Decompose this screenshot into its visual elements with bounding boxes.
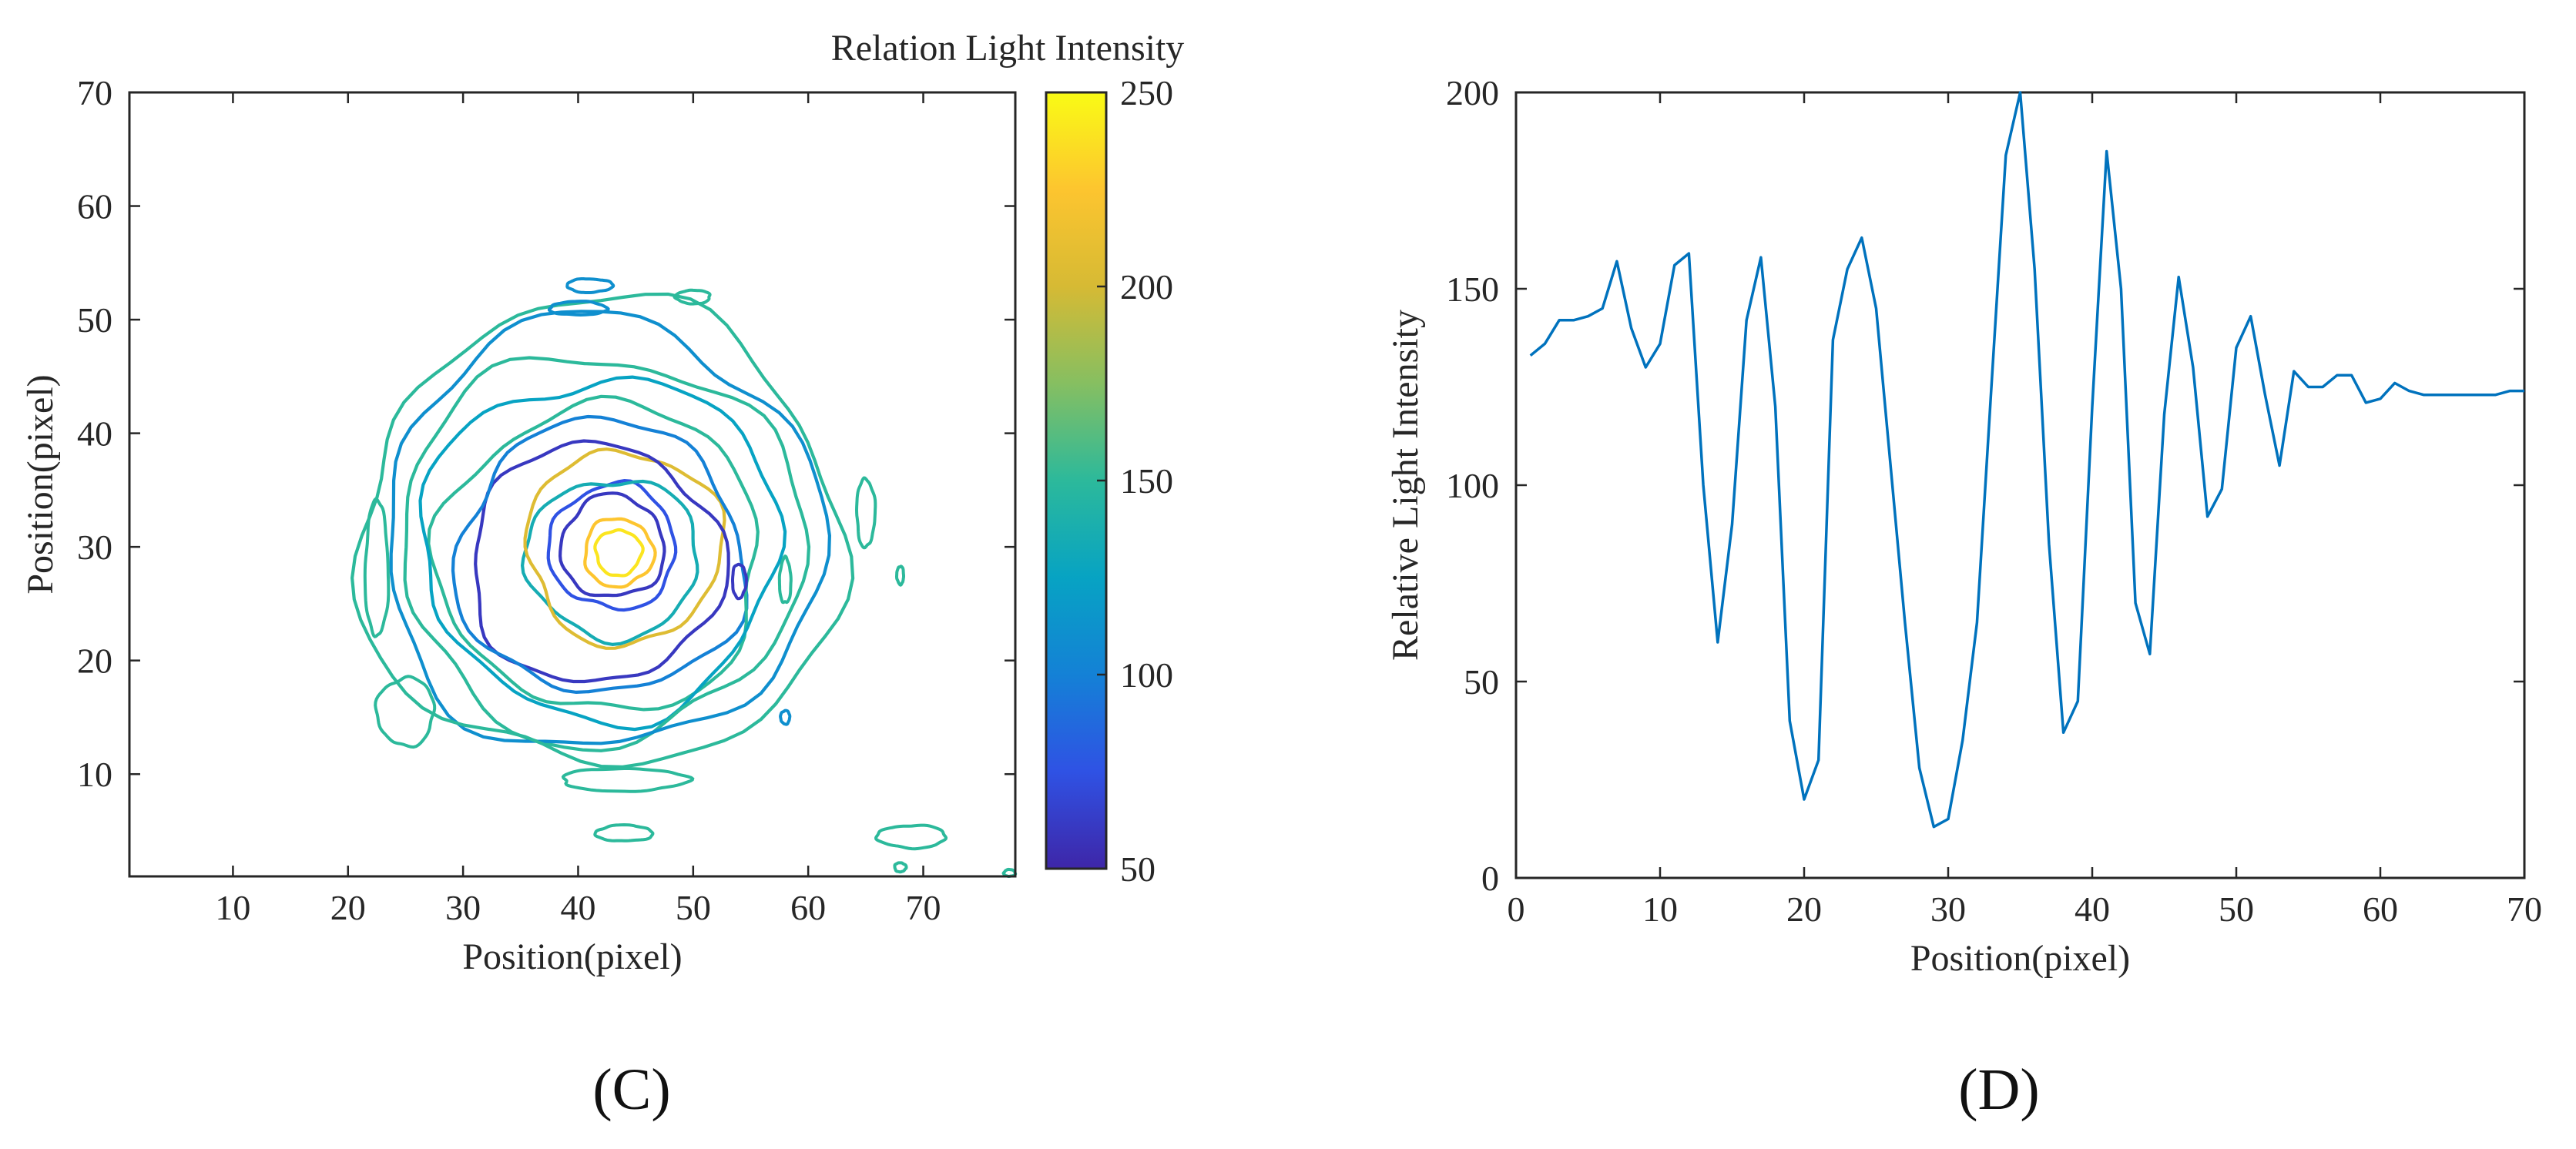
- contour-blob: [363, 497, 391, 638]
- line-x-tick-label: 0: [1508, 889, 1525, 929]
- line-x-tick-label: 50: [2219, 889, 2254, 929]
- contour-blob: [547, 300, 610, 317]
- contour-blob: [874, 823, 948, 851]
- panel-label-c: (C): [592, 1057, 670, 1122]
- contour-y-tick-label: 70: [77, 73, 112, 112]
- line-panel: 0 10 20 30 40 50 60 70 0 50 100 150 200 Position(pix…: [1385, 73, 2542, 1122]
- contour-y-tick-label: 40: [77, 414, 112, 454]
- colorbar-ticks: 50 100 150 200 250: [1097, 73, 1173, 889]
- line-x-tick-label: 30: [1930, 889, 1966, 929]
- colorbar: [1045, 91, 1108, 870]
- line-axis-ticks: 0 10 20 30 40 50 60 70 0 50 100 150 200: [1446, 73, 2542, 929]
- contour-x-tick-label: 70: [906, 888, 941, 927]
- contour-ring: [427, 394, 760, 712]
- contour-ring: [389, 310, 832, 745]
- intensity-profile-line: [1529, 91, 2524, 829]
- contour-blob: [777, 554, 793, 605]
- line-x-tick-label: 20: [1786, 889, 1822, 929]
- contour-ring: [418, 375, 787, 732]
- line-y-tick-label: 100: [1446, 466, 1499, 505]
- contour-ring: [350, 292, 855, 769]
- contour-ring: [523, 447, 726, 650]
- line-y-tick-label: 200: [1446, 73, 1499, 112]
- contour-x-tick-label: 20: [330, 888, 366, 927]
- contour-x-tick-label: 60: [790, 888, 826, 927]
- line-x-tick-label: 60: [2363, 889, 2398, 929]
- contour-blob: [374, 675, 437, 749]
- contour-x-tick-label: 50: [676, 888, 711, 927]
- contour-y-tick-label: 30: [77, 528, 112, 567]
- contour-blob: [893, 861, 908, 874]
- contour-x-tick-label: 40: [560, 888, 595, 927]
- contour-blob: [731, 562, 749, 601]
- panel-label-d: (D): [1958, 1057, 2040, 1122]
- contour-panel: 10 20 30 40 50 60 70 10 20 30 40 50 60 70 Position(pi…: [20, 28, 1184, 1122]
- colorbar-tick-label: 100: [1120, 655, 1173, 695]
- colorbar-tick-label: 200: [1120, 267, 1173, 307]
- colorbar-tick-label: 150: [1120, 461, 1173, 501]
- contour-y-tick-label: 50: [77, 300, 112, 340]
- contour-blob: [565, 277, 615, 294]
- colorbar-title: Relation Light Intensity: [831, 28, 1185, 69]
- colorbar-tick-label: 50: [1120, 849, 1156, 889]
- contour-ring: [593, 528, 645, 578]
- line-y-tick-label: 0: [1481, 859, 1499, 898]
- contour-ring: [558, 491, 666, 598]
- contour-x-axis-label: Position(pixel): [462, 936, 682, 977]
- contour-ring: [451, 414, 749, 695]
- contour-lines: [350, 277, 1018, 878]
- contour-y-tick-label: 10: [77, 755, 112, 794]
- contour-plot-frame: [128, 91, 1017, 878]
- contour-ring: [474, 439, 730, 684]
- line-y-tick-label: 50: [1464, 662, 1499, 702]
- contour-ring: [403, 356, 811, 752]
- contour-y-axis-label: Position(pixel): [20, 374, 61, 594]
- contour-ring: [546, 478, 678, 612]
- contour-blob: [561, 767, 695, 793]
- line-x-tick-label: 70: [2507, 889, 2542, 929]
- contour-blob: [895, 564, 905, 587]
- contour-x-tick-label: 10: [215, 888, 250, 927]
- contour-ring: [520, 479, 699, 647]
- line-x-axis-label: Position(pixel): [1910, 938, 2130, 979]
- line-y-axis-label: Relative Light Intensity: [1385, 310, 1426, 661]
- contour-y-tick-label: 60: [77, 187, 112, 226]
- line-plot-frame: [1514, 91, 2526, 879]
- contour-x-tick-label: 30: [445, 888, 481, 927]
- contour-blob: [593, 822, 655, 842]
- line-data-points: [1530, 92, 2525, 827]
- line-x-tick-label: 10: [1642, 889, 1678, 929]
- contour-blob: [779, 708, 792, 726]
- contour-blob: [854, 476, 877, 550]
- contour-blob: [673, 288, 712, 306]
- contour-ring: [583, 517, 657, 589]
- contour-axis-ticks: 10 20 30 40 50 60 70 10 20 30 40 50 60 70: [77, 73, 1015, 927]
- line-y-tick-label: 150: [1446, 270, 1499, 309]
- line-x-tick-label: 40: [2075, 889, 2110, 929]
- contour-y-tick-label: 20: [77, 641, 112, 681]
- colorbar-tick-label: 250: [1120, 73, 1173, 112]
